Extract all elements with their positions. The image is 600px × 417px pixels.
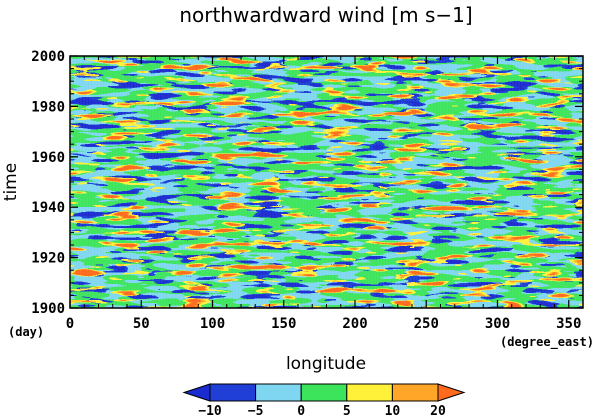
y-tick-label: 1980 [31, 99, 65, 115]
x-tick-label: 250 [414, 316, 439, 332]
x-tick-label: 300 [485, 316, 510, 332]
colorbar-tick-label: 20 [430, 404, 446, 417]
contour-field [70, 56, 583, 308]
colorbar-bin [391, 383, 439, 402]
y-tick-label: 1920 [31, 251, 65, 267]
x-axis: 0 50 100 150 200 250 300 350 [66, 56, 584, 332]
x-tick-label: 150 [271, 316, 296, 332]
colorbar-bin [209, 383, 257, 402]
colorbar-tick-label: 0 [297, 404, 305, 417]
x-axis-label: longitude [286, 354, 366, 374]
colorbar-bin [255, 383, 302, 402]
colorbar-under-triangle [182, 383, 211, 402]
x-tick-label: 350 [556, 316, 581, 332]
y-tick-label: 2000 [31, 49, 65, 65]
colorbar-tick-label: 5 [343, 404, 351, 417]
y-axis-unit: (day) [8, 325, 44, 339]
field-band [70, 56, 583, 308]
colorbar-tick-label: 10 [385, 404, 401, 417]
x-tick-label: 0 [66, 316, 74, 332]
x-tick-label: 200 [342, 316, 367, 332]
x-tick-label: 50 [133, 316, 150, 332]
field-hatching [71, 56, 583, 308]
colorbar-bin [300, 383, 348, 402]
colorbar-over-triangle [437, 383, 466, 402]
colorbar-tick-label: −10 [198, 404, 222, 417]
chart-title: northwardward wind [m s−1] [179, 3, 472, 27]
y-tick-label: 1940 [31, 200, 65, 216]
colorbar-tick-label: −5 [248, 404, 264, 417]
x-tick-label: 100 [200, 316, 225, 332]
y-tick-label: 1960 [31, 150, 65, 166]
colorbar-bin [346, 383, 393, 402]
x-axis-unit: (degree_east) [500, 335, 594, 350]
y-tick-label: 1900 [31, 301, 65, 317]
colorbar: −10 −5 0 5 10 20 [182, 383, 466, 417]
y-axis-label: time [1, 163, 21, 201]
y-axis: 1900 1920 1940 1960 1980 2000 [31, 49, 583, 317]
